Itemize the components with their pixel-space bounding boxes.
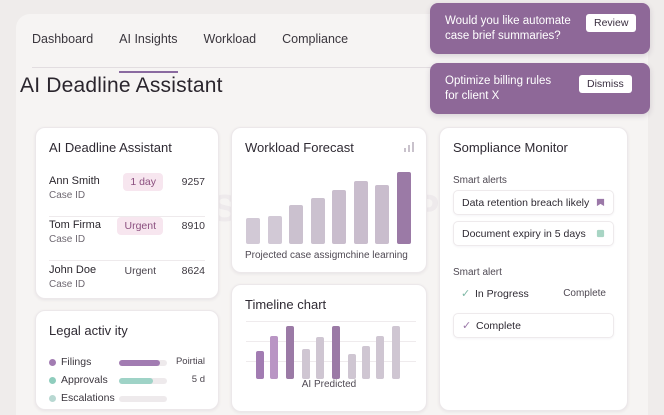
legal-activity-label: Filings xyxy=(61,356,92,368)
check-icon: ✓ xyxy=(461,288,471,300)
workload-bar xyxy=(289,204,303,244)
workload-forecast-card: Workload Forecast Projected case assigmc… xyxy=(231,127,427,273)
workload-bar-chart xyxy=(246,168,416,244)
progress-track xyxy=(119,378,167,384)
notification-automate: Would you like automate case brief summa… xyxy=(430,3,650,54)
timeline-bar-chart xyxy=(246,321,416,379)
workload-bar xyxy=(332,189,346,244)
timeline-bar xyxy=(348,353,356,379)
status-dot xyxy=(49,359,56,366)
notification-text-line-1: Optimize billing rules xyxy=(445,75,552,87)
legal-activity-row: Approvals 5 d xyxy=(49,374,205,388)
status-dot xyxy=(49,377,56,384)
case-row[interactable]: John Doe Case ID Urgent 8624 xyxy=(49,264,205,306)
alert-item[interactable]: Data retention breach likely xyxy=(453,190,614,215)
progress-fill xyxy=(119,378,153,384)
workload-forecast-title: Workload Forecast xyxy=(245,140,354,155)
legal-activity-label: Escalations xyxy=(61,392,115,404)
notification-text-line-1: Would you like automate xyxy=(445,15,571,27)
smart-alert-label: Smart alert xyxy=(453,267,502,278)
deadline-card-title: AI Deadline Assistant xyxy=(49,140,172,155)
progress-track xyxy=(119,360,167,366)
timeline-bar xyxy=(376,336,384,379)
timeline-bar xyxy=(362,346,370,379)
legal-activity-row: Escalations xyxy=(49,392,205,406)
workload-bar xyxy=(353,181,368,244)
page-title: AI Deadline Assistant xyxy=(20,74,223,97)
check-icon: ✓ xyxy=(462,320,472,332)
workload-bar xyxy=(267,215,282,244)
top-nav: Dashboard AI Insights Workload Complianc… xyxy=(32,30,349,73)
progress-track xyxy=(119,396,167,402)
urgent-badge: Urgent xyxy=(117,217,163,235)
notification-text-line-2: for client X xyxy=(445,90,500,102)
timeline-chart-title: Timeline chart xyxy=(245,297,327,312)
legal-activity-title: Legal activ ity xyxy=(49,323,128,338)
dismiss-button[interactable]: Dismiss xyxy=(579,75,632,93)
workload-caption: Projected case assigmchine learning xyxy=(245,250,408,261)
smart-alerts-label: Smart alerts xyxy=(453,175,507,186)
case-number: 8910 xyxy=(181,220,205,232)
timeline-chart-card: Timeline chart AI Predicted xyxy=(231,284,427,412)
alert-text: Document expiry in 5 days xyxy=(462,228,586,240)
tab-ai-insights[interactable]: AI Insights xyxy=(119,30,178,73)
notification-billing: Optimize billing rules for client X Dism… xyxy=(430,63,650,114)
notification-text-line-2: case brief summaries? xyxy=(445,30,561,42)
timeline-bar xyxy=(392,326,400,379)
workload-bar xyxy=(246,217,260,244)
tab-compliance[interactable]: Compliance xyxy=(282,32,349,46)
compliance-monitor-title: Sompliance Monitor xyxy=(453,140,568,155)
legal-activity-row: Filings Poirtial xyxy=(49,356,205,370)
deadline-badge: 1 day xyxy=(123,173,163,191)
bar-chart-icon[interactable] xyxy=(404,142,414,152)
timeline-bar xyxy=(256,351,264,379)
tab-dashboard[interactable]: Dashboard xyxy=(32,32,94,46)
case-row[interactable]: Tom Firma Case ID Urgent 8910 xyxy=(49,217,205,261)
workload-bar xyxy=(396,172,411,244)
timeline-bar xyxy=(302,348,310,379)
case-id-label: Case ID xyxy=(49,190,86,201)
timeline-bar xyxy=(316,337,324,379)
flag-icon xyxy=(596,198,605,207)
alert-text: Data retention breach likely xyxy=(462,197,590,209)
case-name: John Doe xyxy=(49,264,97,276)
legal-activity-value: 5 d xyxy=(191,374,205,385)
nav-divider xyxy=(32,67,632,68)
case-number: 9257 xyxy=(181,176,205,188)
case-name: Tom Firma xyxy=(49,219,101,231)
case-row[interactable]: Ann Smith Case ID 1 day 9257 xyxy=(49,173,205,217)
tab-workload[interactable]: Workload xyxy=(203,32,257,46)
status-dot xyxy=(49,395,56,402)
progress-fill xyxy=(119,360,160,366)
timeline-caption: AI Predicted xyxy=(301,379,357,390)
urgent-badge: Urgent xyxy=(124,265,156,277)
timeline-bar xyxy=(270,336,278,379)
timeline-bar xyxy=(332,326,340,379)
status-item[interactable]: ✓ Complete xyxy=(453,313,614,338)
alert-item[interactable]: Document expiry in 5 days xyxy=(453,221,614,246)
case-name: Ann Smith xyxy=(49,175,100,187)
compliance-monitor-card: Sompliance Monitor Smart alerts Data ret… xyxy=(439,127,628,411)
review-button[interactable]: Review xyxy=(586,14,637,32)
legal-activity-label: Approvals xyxy=(61,374,108,386)
legal-activity-value: Poirtial xyxy=(175,356,205,367)
workload-bar xyxy=(310,198,325,244)
status-complete-label: Complete xyxy=(563,288,606,299)
case-id-label: Case ID xyxy=(49,234,86,245)
case-number: 8624 xyxy=(181,265,205,277)
workload-bar xyxy=(375,185,389,244)
status-text: In Progress xyxy=(475,288,529,300)
legal-activity-card: Legal activ ity Filings Poirtial Approvals… xyxy=(35,310,219,410)
tag-icon xyxy=(596,229,605,238)
status-item[interactable]: ✓ In Progress Complete xyxy=(453,282,614,307)
status-text: Complete xyxy=(476,320,521,332)
timeline-bar xyxy=(286,326,294,379)
case-id-label: Case ID xyxy=(49,279,86,290)
deadline-card: AI Deadline Assistant Ann Smith Case ID … xyxy=(35,127,219,299)
